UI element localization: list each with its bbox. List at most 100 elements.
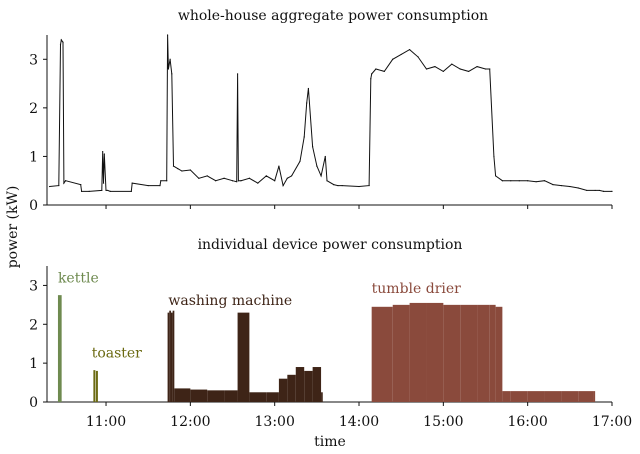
aggregate-power-point	[248, 177, 250, 179]
device-bar-tumble-drier	[477, 304, 490, 402]
aggregate-power-point	[400, 53, 402, 56]
aggregate-power-point	[101, 189, 103, 192]
aggregate-power-point	[569, 185, 571, 188]
aggregate-power-point	[451, 63, 453, 65]
device-bar-tumble-drier	[371, 306, 393, 402]
aggregate-power-point	[237, 180, 240, 182]
device-label-toaster: toaster	[92, 345, 142, 361]
aggregate-power-point	[265, 175, 267, 177]
aggregate-power-point	[468, 70, 470, 73]
aggregate-power-point	[60, 39, 62, 41]
device-bar-tumble-drier	[527, 391, 545, 402]
device-bar-washing-machine	[237, 312, 250, 402]
bottom-y-tick-label: 0	[29, 395, 38, 411]
aggregate-power-point	[602, 190, 605, 192]
aggregate-power-point	[409, 48, 411, 51]
aggregate-power-point	[299, 160, 301, 162]
device-bar-washing-machine	[266, 392, 279, 402]
device-bar-tumble-drier	[392, 304, 410, 402]
top-y-tick-label: 0	[29, 198, 38, 214]
aggregate-power-point	[88, 190, 90, 192]
device-bar-tumble-drier	[561, 391, 579, 402]
device-labels: kettle toaster washing machine tumble drier	[58, 270, 461, 361]
aggregate-power-point	[58, 184, 60, 187]
aggregate-power-line	[49, 34, 612, 192]
device-bar-tumble-drier	[443, 304, 461, 402]
aggregate-power-point	[425, 68, 428, 70]
aggregate-power-point	[442, 70, 444, 73]
aggregate-power-point	[286, 177, 288, 179]
aggregate-power-point	[171, 73, 173, 75]
aggregate-power-point	[166, 180, 168, 182]
aggregate-power-point	[371, 73, 373, 75]
aggregate-power-point	[484, 68, 487, 70]
aggregate-power-point	[303, 136, 305, 138]
aggregate-power-point	[102, 150, 104, 153]
aggregate-power-point	[341, 184, 343, 187]
aggregate-power-point	[130, 190, 132, 192]
top-y-ticks: 0 1 2 3	[29, 52, 47, 214]
bottom-x-tick-label: 15:00	[423, 414, 463, 430]
device-bar-washing-machine	[304, 370, 313, 402]
aggregate-power-point	[159, 184, 161, 187]
aggregate-power-point	[198, 177, 200, 179]
device-bar-washing-machine	[167, 312, 170, 402]
aggregate-power-point	[63, 182, 65, 184]
aggregate-power-point	[358, 185, 360, 188]
top-y-tick-label: 2	[29, 101, 38, 117]
aggregate-power-point	[476, 65, 478, 68]
aggregate-power-point	[282, 184, 284, 187]
bottom-y-tick-label: 3	[29, 278, 38, 294]
aggregate-power-point	[552, 184, 554, 186]
aggregate-power-point	[223, 177, 225, 179]
device-bar-tumble-drier	[489, 304, 496, 402]
aggregate-power-point	[312, 146, 314, 148]
bottom-series-group	[57, 295, 596, 402]
aggregate-power-point	[215, 180, 217, 182]
aggregate-power-point	[324, 155, 326, 158]
aggregate-power-point	[383, 70, 385, 73]
device-bar-tumble-drier	[510, 391, 528, 402]
device-label-washing-machine: washing machine	[168, 293, 292, 309]
device-bar-washing-machine	[174, 388, 191, 402]
bottom-y-ticks: 0 1 2 3	[29, 278, 47, 411]
aggregate-power-point	[598, 189, 600, 192]
device-bar-toaster	[93, 370, 96, 402]
aggregate-power-point	[306, 102, 308, 104]
x-axis-label: time	[314, 434, 346, 450]
aggregate-power-point	[577, 187, 579, 189]
aggregate-power-point	[131, 182, 133, 184]
aggregate-power-point	[417, 56, 419, 58]
aggregate-power-point	[64, 180, 67, 182]
aggregate-power-point	[274, 180, 276, 182]
bottom-chart-title: individual device power consumption	[198, 237, 463, 253]
aggregate-power-point	[489, 68, 491, 70]
aggregate-power-point	[62, 41, 64, 43]
aggregate-power-point	[501, 180, 503, 182]
device-bar-washing-machine	[312, 367, 322, 402]
top-y-tick-label: 1	[29, 149, 38, 165]
device-bar-washing-machine	[169, 310, 171, 402]
device-bar-washing-machine	[295, 367, 305, 402]
aggregate-power-point	[236, 73, 239, 75]
bottom-x-tick-label: 17:00	[592, 414, 632, 430]
bottom-y-tick-label: 2	[29, 317, 38, 333]
aggregate-power-point	[586, 189, 588, 192]
device-bar-toaster	[95, 370, 98, 402]
aggregate-power-point	[240, 180, 242, 182]
aggregate-power-point	[392, 58, 394, 60]
bottom-x-tick-label: 12:00	[170, 414, 210, 430]
aggregate-power-point	[370, 78, 372, 80]
device-bar-washing-machine	[278, 378, 288, 402]
top-y-tick-label: 3	[29, 52, 38, 68]
aggregate-power-point	[177, 167, 179, 170]
bottom-x-tick-label: 16:00	[507, 414, 547, 430]
aggregate-power-point	[459, 68, 461, 70]
aggregate-power-point	[560, 184, 563, 187]
aggregate-power-point	[320, 175, 322, 177]
y-axis-label: power (kW)	[5, 186, 21, 269]
aggregate-power-point	[543, 180, 546, 182]
top-plot-area: 0 1 2 3	[29, 34, 613, 214]
top-chart-title: whole-house aggregate power consumption	[178, 8, 488, 24]
